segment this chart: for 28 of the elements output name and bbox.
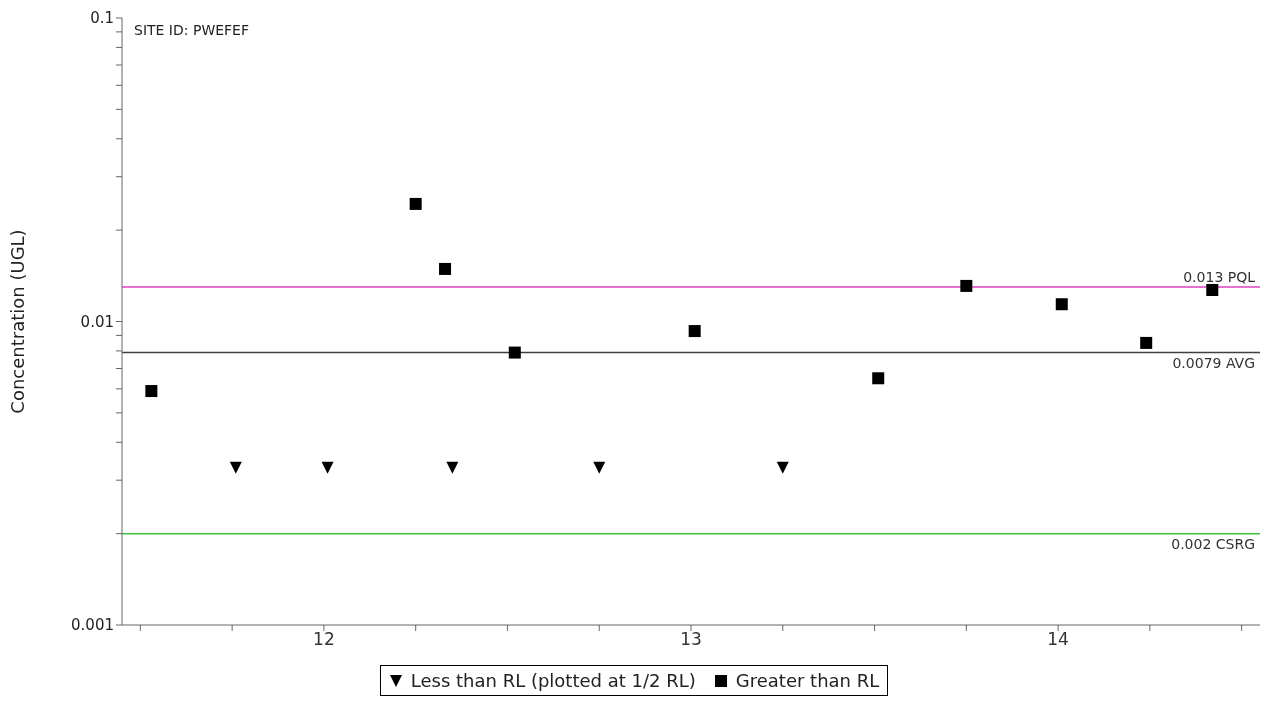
point [960, 279, 973, 292]
y-tick-label: 0.01 [80, 312, 114, 331]
point [321, 461, 334, 474]
legend-label: Less than RL (plotted at 1/2 RL) [409, 670, 696, 691]
x-tick-label: 12 [313, 629, 335, 650]
y-tick-label: 0.1 [90, 9, 114, 28]
point [439, 262, 452, 275]
point [145, 385, 158, 398]
y-axis-title: Concentration (UGL) [7, 229, 29, 414]
point [593, 461, 606, 474]
point [229, 461, 242, 474]
point [409, 197, 422, 210]
x-tick-label: 13 [680, 629, 702, 650]
point [1055, 298, 1068, 311]
x-tick-label: 14 [1047, 629, 1069, 650]
point [776, 461, 789, 474]
point [508, 346, 521, 359]
legend-label: Greater than RL [734, 670, 880, 691]
ref-line-label: 0.013 PQL [1183, 268, 1256, 285]
point [1206, 284, 1219, 296]
y-tick-label: 0.001 [71, 616, 114, 635]
annotation: SITE ID: PWEFEF [134, 22, 250, 38]
point [872, 372, 885, 385]
point [446, 461, 459, 474]
point [688, 325, 701, 338]
ref-line-label: 0.0079 AVG [1172, 354, 1255, 371]
point [1140, 336, 1153, 349]
ref-line-label: 0.002 CSRG [1171, 535, 1255, 552]
